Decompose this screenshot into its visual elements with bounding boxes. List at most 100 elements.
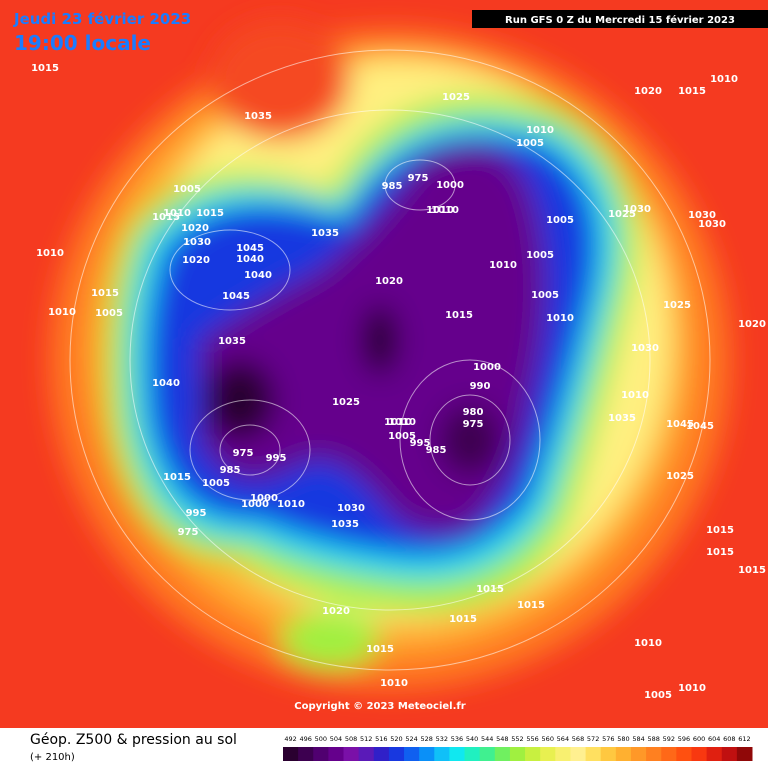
run-label: Run GFS 0 Z du Mercredi 15 février 2023 [505, 14, 735, 26]
pressure-label: 1035 [331, 519, 359, 530]
pressure-label: 985 [382, 181, 403, 192]
colorbar-swatch [676, 747, 692, 761]
time-label: 19:00 locale [14, 31, 151, 55]
pressure-label: 1010 [48, 307, 76, 318]
pressure-label: 1045 [666, 419, 694, 430]
pressure-label: 1005 [516, 138, 544, 149]
pressure-label: 1015 [678, 86, 706, 97]
colorbar-swatch [706, 747, 723, 761]
colorbar-swatch [525, 747, 541, 761]
pressure-label: 1035 [608, 413, 636, 424]
colorbar-label: 568 [572, 735, 584, 743]
pressure-label: 995 [266, 453, 287, 464]
pressure-label: 1020 [375, 276, 403, 287]
pressure-label: 1010 [546, 313, 574, 324]
colorbar-label: 580 [617, 735, 629, 743]
pressure-label: 1010 [163, 208, 191, 219]
pressure-label: 1045 [236, 243, 264, 254]
colorbar-label: 592 [663, 735, 675, 743]
pressure-label: 1000 [473, 362, 501, 373]
colorbar-swatch [736, 747, 753, 761]
pressure-label: 1005 [95, 308, 123, 319]
colorbar-label: 608 [723, 735, 735, 743]
pressure-label: 1045 [222, 291, 250, 302]
colorbar-swatch [540, 747, 556, 761]
pressure-label: 975 [463, 419, 484, 430]
pressure-label: 1015 [449, 614, 477, 625]
date-label: Jeudi 23 février 2023 [13, 10, 191, 28]
pressure-label: 1015 [517, 600, 545, 611]
colorbar-swatch [630, 747, 647, 761]
colorbar-swatch [373, 747, 390, 761]
pressure-label: 1015 [476, 584, 504, 595]
pressure-label: 1025 [666, 471, 694, 482]
pressure-label: 1030 [688, 210, 716, 221]
pressure-label: 1010 [489, 260, 517, 271]
colorbar-swatch [404, 747, 420, 761]
colorbar-swatch [661, 747, 677, 761]
pressure-label: 1010 [384, 417, 412, 428]
pressure-label: 995 [186, 508, 207, 519]
pressure-label: 1015 [366, 644, 394, 655]
pressure-label: 1020 [181, 223, 209, 234]
colorbar-swatch [283, 747, 299, 761]
colorbar-label: 536 [451, 735, 463, 743]
colorbar-label: 596 [678, 735, 690, 743]
pressure-label: 1000 [250, 493, 278, 504]
pressure-label: 1020 [182, 255, 210, 266]
colorbar-label: 560 [542, 735, 554, 743]
colorbar-swatch [419, 747, 435, 761]
pressure-label: 1010 [380, 678, 408, 689]
pressure-label: 1015 [196, 208, 224, 219]
pressure-label: 1010 [36, 248, 64, 259]
pressure-label: 1010 [621, 390, 649, 401]
colorbar-swatch [691, 747, 708, 761]
pressure-label: 1030 [698, 219, 726, 230]
pressure-label: 1010 [388, 417, 416, 428]
colorbar-swatch [298, 747, 314, 761]
pressure-label: 1010 [277, 499, 305, 510]
pressure-label: 1015 [31, 63, 59, 74]
colorbar: 492 496 500 504 508 512 516 520 524 528 532 536 540 5… [283, 735, 753, 761]
colorbar-swatch [449, 747, 466, 761]
pressure-label: 1010 [431, 205, 459, 216]
pressure-label: 1035 [244, 111, 272, 122]
colorbar-label: 524 [405, 735, 417, 743]
colorbar-swatch [646, 747, 662, 761]
run-box [472, 10, 768, 28]
pressure-label: 1025 [608, 209, 636, 220]
colorbar-swatch [358, 747, 375, 761]
pressure-label: 1030 [623, 204, 651, 215]
pressure-label: 1025 [663, 300, 691, 311]
colorbar-swatch [570, 747, 587, 761]
colorbar-label: 604 [708, 735, 720, 743]
pressure-label: 1000 [436, 180, 464, 191]
footer-title: Géop. Z500 & pression au sol [30, 732, 237, 748]
pressure-label: 1015 [738, 565, 766, 576]
colorbar-label: 496 [299, 735, 311, 743]
copyright: Copyright © 2023 Meteociel.fr [294, 701, 465, 712]
pressure-label: 1005 [202, 478, 230, 489]
pressure-label: 1005 [173, 184, 201, 195]
pressure-label: 1015 [91, 288, 119, 299]
pressure-label: 1005 [531, 290, 559, 301]
colorbar-swatch [464, 747, 481, 761]
pressure-label: 1025 [442, 92, 470, 103]
pressure-label: 1010 [678, 683, 706, 694]
pressure-label: 1015 [152, 212, 180, 223]
pressure-label: 1035 [311, 228, 339, 239]
pressure-label: 1030 [183, 237, 211, 248]
colorbar-swatch [600, 747, 617, 761]
colorbar-swatch [494, 747, 511, 761]
colorbar-swatch [615, 747, 632, 761]
colorbar-label: 520 [390, 735, 402, 743]
colorbar-label: 572 [587, 735, 599, 743]
pressure-label: 1005 [526, 250, 554, 261]
pressure-label: 1040 [152, 378, 180, 389]
pressure-label: 985 [220, 465, 241, 476]
colorbar-swatch [313, 747, 329, 761]
colorbar-label: 512 [360, 735, 372, 743]
colorbar-label: 552 [511, 735, 523, 743]
colorbar-label: 492 [284, 735, 296, 743]
